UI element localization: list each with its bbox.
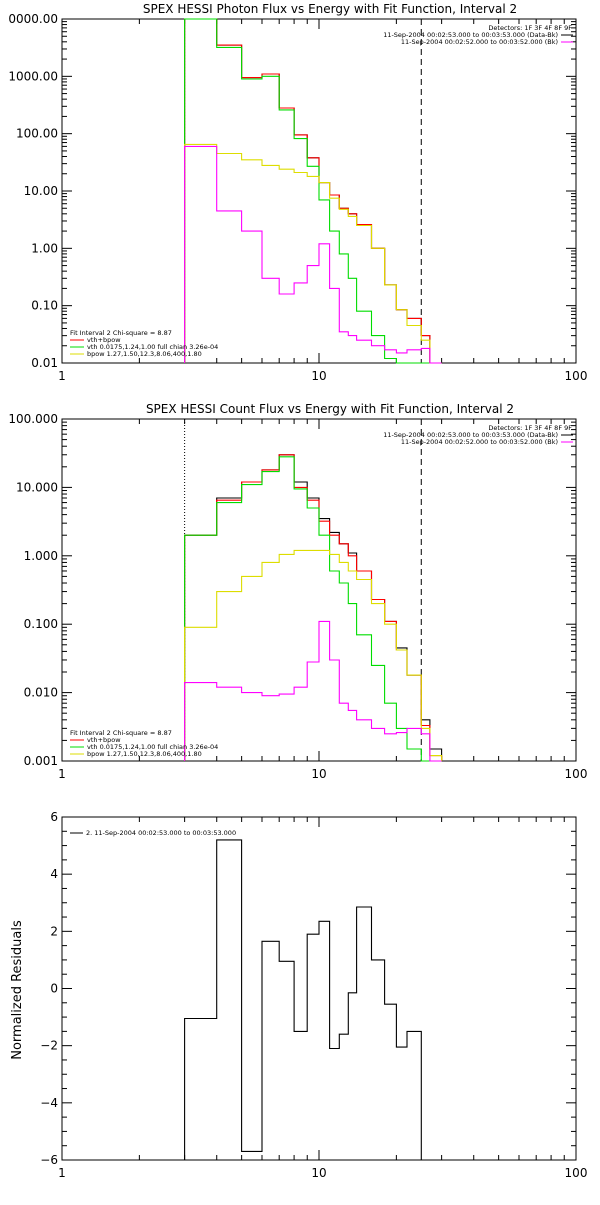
x-tick-label: 10 bbox=[311, 369, 326, 383]
count-legend-fit-interval: Fit Interval 2 Chi-square = 8.87 bbox=[70, 729, 172, 737]
legend-fit-interval: Fit Interval 2 Chi-square = 8.87 bbox=[70, 329, 172, 337]
legend-label-sum: vth+bpow bbox=[87, 336, 121, 344]
residuals-series bbox=[184, 839, 422, 1160]
count-plot-frame bbox=[61, 418, 577, 762]
x-tick-label: 1 bbox=[58, 767, 66, 781]
y-tick-label: 0000.00 bbox=[8, 12, 58, 26]
y-tick-label: 0 bbox=[50, 982, 58, 996]
y-tick-label: 0.100 bbox=[24, 617, 58, 631]
photon-series bbox=[184, 18, 442, 364]
y-tick-label: −2 bbox=[40, 1039, 58, 1053]
photon-reference-lines bbox=[184, 19, 422, 363]
x-tick-label: 100 bbox=[565, 767, 588, 781]
count-legend-label-bpow: bpow 1.27,1.50,12.3,8.06,400,1.80 bbox=[87, 750, 202, 758]
info-data-interval: 11-Sep-2004 00:02:53.000 to 00:03:53.000… bbox=[383, 31, 558, 39]
y-tick-label: 0.01 bbox=[31, 356, 58, 370]
y-tick-label: 10.000 bbox=[16, 480, 58, 494]
y-tick-label: 1.00 bbox=[31, 241, 58, 255]
info-detectors: Detectors: 1F 3F 4F 8F 9F bbox=[488, 24, 572, 32]
series-sum-histogram bbox=[184, 454, 443, 761]
photon-flux-panel: SPEX HESSI Photon Flux vs Energy with Fi… bbox=[8, 2, 587, 383]
series-sum-histogram bbox=[184, 18, 442, 364]
y-tick-label: 100.00 bbox=[16, 127, 58, 141]
x-tick-label: 1 bbox=[58, 369, 66, 383]
residuals-y-axis-label: Normalized Residuals bbox=[10, 920, 25, 1060]
y-tick-label: 0.010 bbox=[24, 686, 58, 700]
x-tick-label: 10 bbox=[311, 767, 326, 781]
residuals-ticks bbox=[61, 816, 576, 1161]
count-ticks bbox=[61, 418, 576, 762]
series-vth-histogram bbox=[184, 456, 442, 762]
series-bk-histogram bbox=[184, 620, 442, 762]
series-bpow-histogram bbox=[184, 143, 442, 364]
count-legend: Fit Interval 2 Chi-square = 8.87 vth+bpo… bbox=[70, 729, 218, 758]
y-tick-label: −4 bbox=[40, 1096, 58, 1110]
photon-tick-labels: 1 10 100 0.01 0.10 1.00 10.00 100.00 1000.00 0000… bbox=[8, 12, 587, 383]
photon-ticks bbox=[61, 18, 576, 364]
count-flux-panel: SPEX HESSI Count Flux vs Energy with Fit… bbox=[8, 402, 587, 781]
x-tick-label: 100 bbox=[565, 1166, 588, 1180]
count-series bbox=[184, 454, 443, 762]
y-tick-label: 0.10 bbox=[31, 299, 58, 313]
x-tick-label: 10 bbox=[311, 1166, 326, 1180]
y-tick-label: 100.000 bbox=[8, 412, 58, 426]
count-legend-label-vth: vth 0.0175,1.24,1.00 full chian 3.26e-04 bbox=[87, 743, 218, 751]
count-info: Detectors: 1F 3F 4F 8F 9F 11-Sep-2004 00… bbox=[383, 424, 573, 446]
photon-legend: Fit Interval 2 Chi-square = 8.87 vth+bpo… bbox=[70, 329, 218, 358]
series-total-histogram bbox=[184, 18, 442, 364]
y-tick-label: 1.000 bbox=[24, 549, 58, 563]
count-info-bk-interval: 11-Sep-2004 00:02:52.000 to 00:03:52.000… bbox=[401, 438, 558, 446]
y-tick-label: 6 bbox=[50, 810, 58, 824]
series-bk-histogram bbox=[184, 145, 442, 364]
y-tick-label: 0.001 bbox=[24, 754, 58, 768]
residuals-legend-label: 2. 11-Sep-2004 00:02:53.000 to 00:03:53.… bbox=[86, 829, 236, 837]
residuals-tick-labels: 1 10 100 −6 −4 −2 0 2 4 6 bbox=[40, 810, 587, 1180]
series-total-histogram bbox=[184, 839, 422, 1160]
y-tick-label: 10.00 bbox=[24, 184, 58, 198]
legend-label-vth: vth 0.0175,1.24,1.00 full chian 3.26e-04 bbox=[87, 343, 218, 351]
y-tick-label: 4 bbox=[50, 867, 58, 881]
count-info-detectors: Detectors: 1F 3F 4F 8F 9F bbox=[488, 424, 572, 432]
info-bk-interval: 11-Sep-2004 00:02:52.000 to 00:03:52.000… bbox=[401, 38, 558, 46]
photon-panel-title: SPEX HESSI Photon Flux vs Energy with Fi… bbox=[143, 2, 517, 16]
y-tick-label: 1000.00 bbox=[8, 69, 58, 83]
count-tick-labels: 1 10 100 0.001 0.010 0.100 1.000 10.000 100.000 bbox=[8, 412, 587, 781]
photon-info: Detectors: 1F 3F 4F 8F 9F 11-Sep-2004 00… bbox=[383, 24, 573, 46]
count-reference-lines bbox=[184, 419, 422, 761]
residuals-panel: 1 10 100 −6 −4 −2 0 2 4 6 Normalized Residuals 2.… bbox=[10, 810, 587, 1180]
y-tick-label: −6 bbox=[40, 1153, 58, 1167]
count-legend-label-sum: vth+bpow bbox=[87, 736, 121, 744]
count-info-data-interval: 11-Sep-2004 00:02:53.000 to 00:03:53.000… bbox=[383, 431, 558, 439]
residuals-plot-frame bbox=[61, 816, 577, 1161]
series-vth-histogram bbox=[184, 18, 442, 364]
x-tick-label: 100 bbox=[565, 369, 588, 383]
count-panel-title: SPEX HESSI Count Flux vs Energy with Fit… bbox=[146, 402, 514, 416]
y-tick-label: 2 bbox=[50, 924, 58, 938]
residuals-legend: 2. 11-Sep-2004 00:02:53.000 to 00:03:53.… bbox=[70, 829, 236, 837]
series-bpow-histogram bbox=[184, 549, 443, 761]
x-tick-label: 1 bbox=[58, 1166, 66, 1180]
legend-label-bpow: bpow 1.27,1.50,12.3,8.06,400,1.80 bbox=[87, 350, 202, 358]
